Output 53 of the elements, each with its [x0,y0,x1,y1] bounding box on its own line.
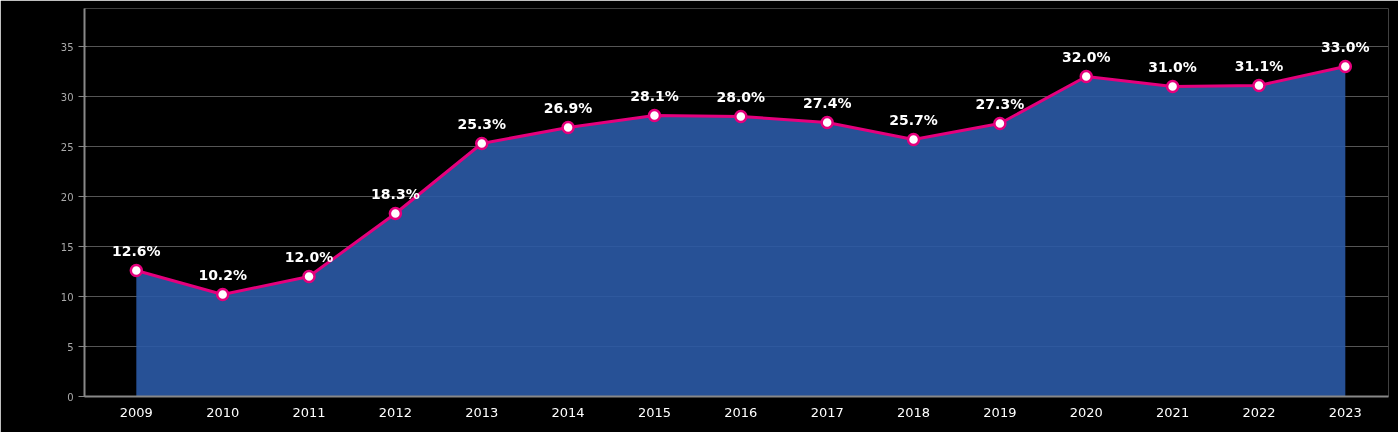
data-label: 31.0% [1148,58,1197,75]
y-tick-label: 25 [60,141,74,153]
data-label: 10.2% [198,266,247,283]
point [1079,69,1093,84]
x-tick-label: 2010 [206,404,240,420]
data-label: 18.3% [371,185,420,202]
data-label: 28.1% [630,87,679,104]
x-tick-label: 2017 [810,404,844,420]
x-tick-label: 2015 [637,404,672,420]
y-tick-label: 15 [60,241,74,253]
x-tick-label: 2020 [1069,404,1103,420]
data-label: 31.1% [1234,57,1284,74]
point [993,116,1007,131]
data-label: 28.0% [716,88,766,105]
x-tick-label: 2019 [983,404,1017,420]
y-tick-label: 10 [60,291,74,303]
point [302,269,316,284]
data-label: 25.7% [889,111,938,128]
point [647,108,662,123]
y-tick-label: 35 [60,41,74,53]
y-tick-label: 30 [60,91,74,103]
x-tick-label: 2018 [896,404,931,420]
data-label: 26.9% [543,99,593,116]
data-label: 32.0% [1061,48,1111,65]
data-label: 33.0% [1321,38,1370,55]
x-tick-label: 2022 [1242,404,1276,420]
x-tick-label: 2013 [465,404,499,420]
point [906,132,921,147]
point [561,120,575,135]
x-tick-label: 2012 [378,404,412,420]
point [734,109,748,124]
point [1165,79,1180,94]
y-tick-label: 20 [60,191,74,203]
x-tick-label: 2014 [551,404,585,420]
data-label: 12.0% [284,248,334,265]
data-label: 12.6% [112,242,161,259]
x-tick-label: 2009 [119,404,153,420]
data-label: 27.3% [975,95,1025,112]
x-tick-label: 2016 [724,404,758,420]
point [215,287,230,302]
point [1338,59,1353,74]
x-tick-label: 2021 [1156,404,1190,420]
x-tick-label: 2011 [292,404,326,420]
point [820,115,834,130]
point [475,136,489,151]
y-tick-label: 0 [67,391,74,403]
data-label: 27.4% [802,94,852,111]
y-tick-label: 5 [67,341,74,353]
point [129,263,144,278]
point [388,206,403,221]
data-label: 25.3% [457,115,507,132]
point [1252,78,1266,93]
x-tick-label: 2023 [1328,404,1362,420]
